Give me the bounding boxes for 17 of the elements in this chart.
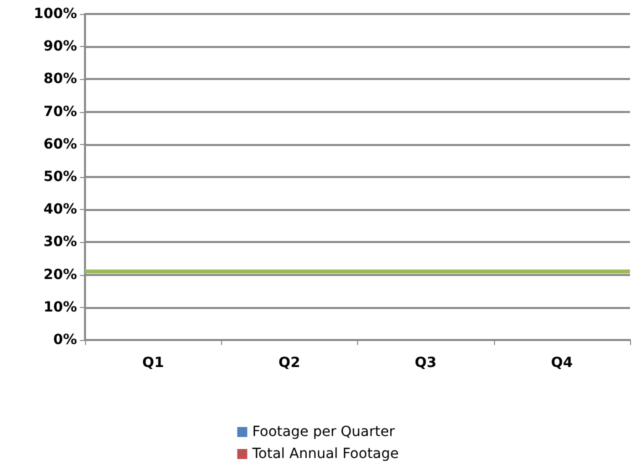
y-tick-label: 100% bbox=[34, 6, 77, 22]
x-tick-label: Q3 bbox=[414, 355, 436, 371]
y-tick-label: 70% bbox=[43, 104, 77, 120]
y-tick-label: 90% bbox=[43, 38, 77, 55]
x-tick-label: Q1 bbox=[142, 355, 164, 371]
y-tick-label: 30% bbox=[43, 234, 77, 250]
x-tick-label: Q2 bbox=[278, 355, 300, 371]
y-tick-label: 40% bbox=[43, 202, 77, 218]
y-tick-label: 80% bbox=[43, 71, 77, 88]
legend-label: Total Annual Footage bbox=[251, 446, 399, 462]
y-tick-label: 10% bbox=[43, 299, 77, 316]
y-tick-label: 60% bbox=[43, 136, 77, 152]
y-tick-label: 0% bbox=[53, 332, 77, 348]
y-tick-label: 20% bbox=[43, 266, 77, 283]
legend-label: Footage per Quarter bbox=[252, 424, 395, 440]
y-tick-label: 50% bbox=[43, 169, 77, 185]
x-tick-label: Q4 bbox=[551, 355, 573, 371]
